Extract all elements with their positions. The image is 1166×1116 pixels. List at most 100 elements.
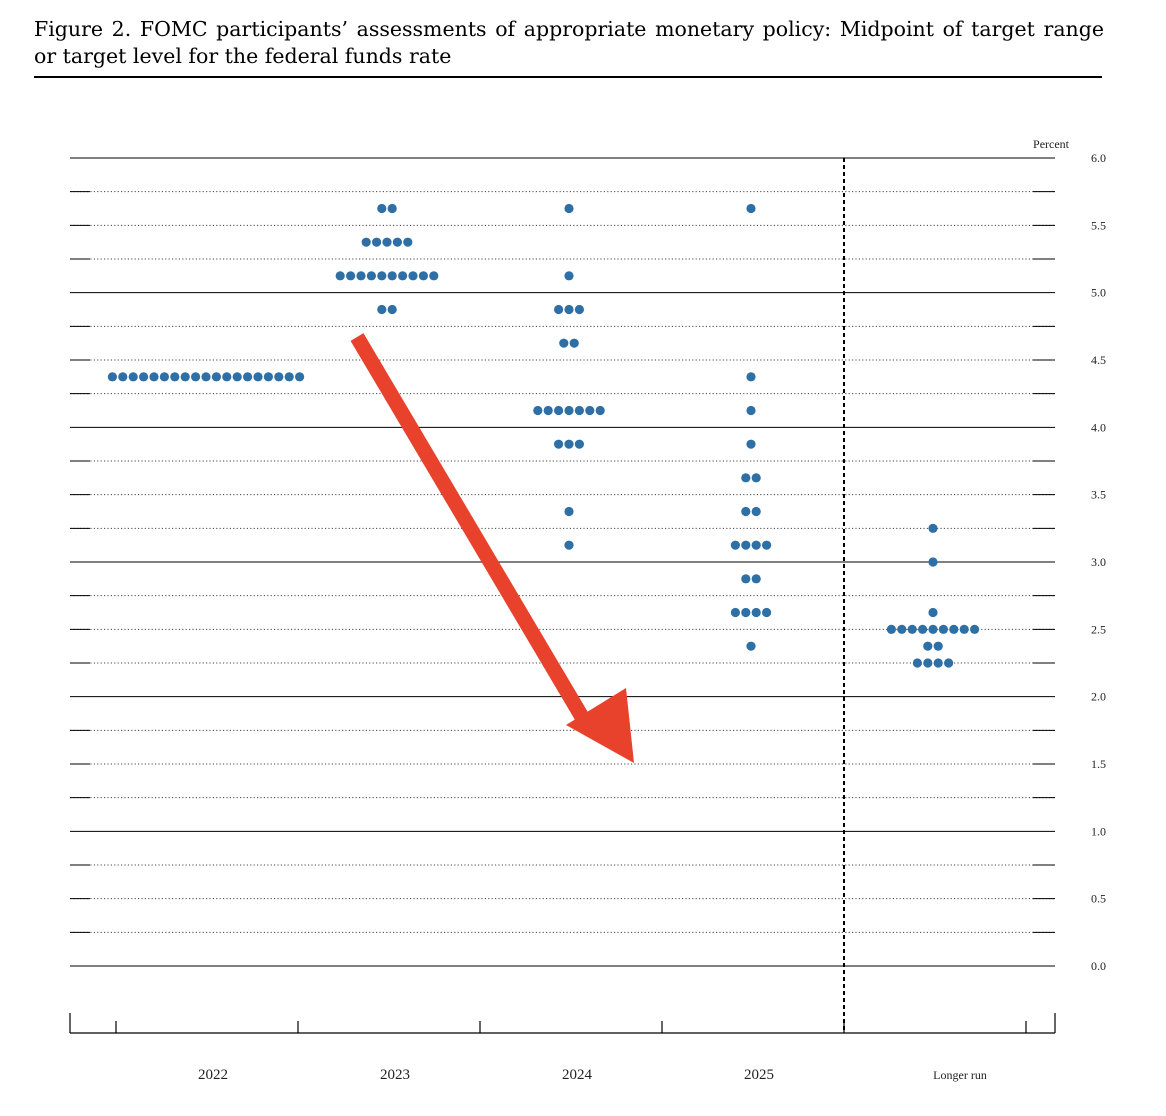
y-axis-label: Percent <box>1033 137 1070 151</box>
dot-point <box>751 506 761 517</box>
dot-point <box>585 405 595 416</box>
dot-point <box>730 607 741 618</box>
dot-point <box>107 372 117 382</box>
dot-point <box>398 271 408 281</box>
dot-point <box>928 557 938 567</box>
dot-point <box>554 439 564 449</box>
dot-point <box>232 372 242 382</box>
dot-point <box>170 372 180 382</box>
dot-point <box>741 607 751 618</box>
dot-point <box>377 304 387 315</box>
y-tick-label: 4.5 <box>1091 353 1106 367</box>
dot-point <box>139 372 149 382</box>
y-tick-label: 2.5 <box>1091 622 1106 636</box>
dot-point <box>554 405 564 416</box>
dot-point <box>366 271 376 281</box>
x-category-label: Longer run <box>933 1068 987 1082</box>
dot-point <box>118 372 128 382</box>
dot-point <box>746 372 756 382</box>
dot-point <box>928 624 938 634</box>
dot-point <box>746 641 756 651</box>
dot-point <box>564 405 574 416</box>
dot-point <box>180 372 190 382</box>
dot-point <box>372 237 382 247</box>
arrow-shaft <box>350 333 592 726</box>
dot-point <box>746 439 756 449</box>
dot-series <box>107 203 980 668</box>
dot-point <box>933 658 943 668</box>
dot-point <box>392 237 402 247</box>
y-tick-label: 1.5 <box>1091 757 1106 771</box>
dot-point <box>912 658 923 668</box>
dot-point <box>387 271 397 281</box>
dot-point <box>923 658 933 668</box>
axis-labels: 0.0 0.5 1.0 1.5 2.0 2.5 3.0 3.5 4.0 4.5 5.0 5.5 6.0 P… <box>198 137 1106 1083</box>
x-category-label: 2022 <box>198 1067 228 1083</box>
dot-point <box>741 574 751 584</box>
dot-point <box>387 304 397 315</box>
dot-point <box>741 473 751 483</box>
dot-point <box>533 405 543 416</box>
dot-point <box>886 624 897 634</box>
y-tick-label: 5.5 <box>1091 218 1106 232</box>
dot-point <box>128 372 138 382</box>
x-category-label: 2023 <box>380 1067 410 1083</box>
y-tick-label: 0.5 <box>1091 892 1106 906</box>
dot-point <box>595 405 605 416</box>
dot-point <box>403 237 413 247</box>
dot-point <box>897 624 907 634</box>
y-tick-label: 2.0 <box>1091 690 1106 704</box>
dot-point <box>377 203 387 214</box>
dot-point <box>751 540 761 550</box>
dot-point <box>928 523 938 533</box>
dot-point <box>191 372 201 382</box>
dot-point <box>730 540 741 550</box>
dot-point <box>762 540 772 550</box>
x-axis <box>69 158 1056 1034</box>
dot-point <box>564 203 574 214</box>
dot-point <box>253 372 263 382</box>
dot-point <box>970 624 980 634</box>
dot-point <box>574 439 585 449</box>
dot-point <box>959 624 969 634</box>
x-category-label: 2025 <box>744 1067 774 1083</box>
dot-point <box>243 372 253 382</box>
dot-point <box>201 372 211 382</box>
dot-point <box>295 372 305 382</box>
x-category-label: 2024 <box>562 1067 593 1083</box>
arrow-head <box>566 688 634 763</box>
dot-point <box>274 372 284 382</box>
dot-point <box>263 372 273 382</box>
dot-point <box>356 271 366 281</box>
y-tick-label: 4.0 <box>1091 420 1106 434</box>
dot-point <box>741 506 751 517</box>
dot-point <box>751 607 761 618</box>
dot-point <box>569 338 579 348</box>
dot-point <box>751 574 761 584</box>
dot-point <box>382 237 392 247</box>
caption-rule <box>34 76 1102 78</box>
y-tick-label: 5.0 <box>1091 286 1106 300</box>
dot-point <box>741 540 751 550</box>
y-tick-label: 0.0 <box>1091 959 1106 973</box>
dot-point <box>149 372 159 382</box>
dot-point <box>949 624 959 634</box>
dot-point <box>574 304 585 315</box>
dot-point <box>564 506 574 517</box>
dot-point <box>746 405 756 416</box>
dot-point <box>918 624 928 634</box>
y-tick-label: 3.0 <box>1091 555 1106 569</box>
dot-point <box>762 607 772 618</box>
dot-point <box>387 203 397 214</box>
dot-point <box>574 405 585 416</box>
dot-point <box>284 372 294 382</box>
dot-point <box>554 304 564 315</box>
dot-point <box>222 372 232 382</box>
y-tick-label: 6.0 <box>1091 151 1106 165</box>
dot-point <box>429 271 439 281</box>
dot-point <box>564 271 574 281</box>
dot-point <box>408 271 418 281</box>
dot-point <box>944 658 954 668</box>
dot-point <box>933 641 943 651</box>
